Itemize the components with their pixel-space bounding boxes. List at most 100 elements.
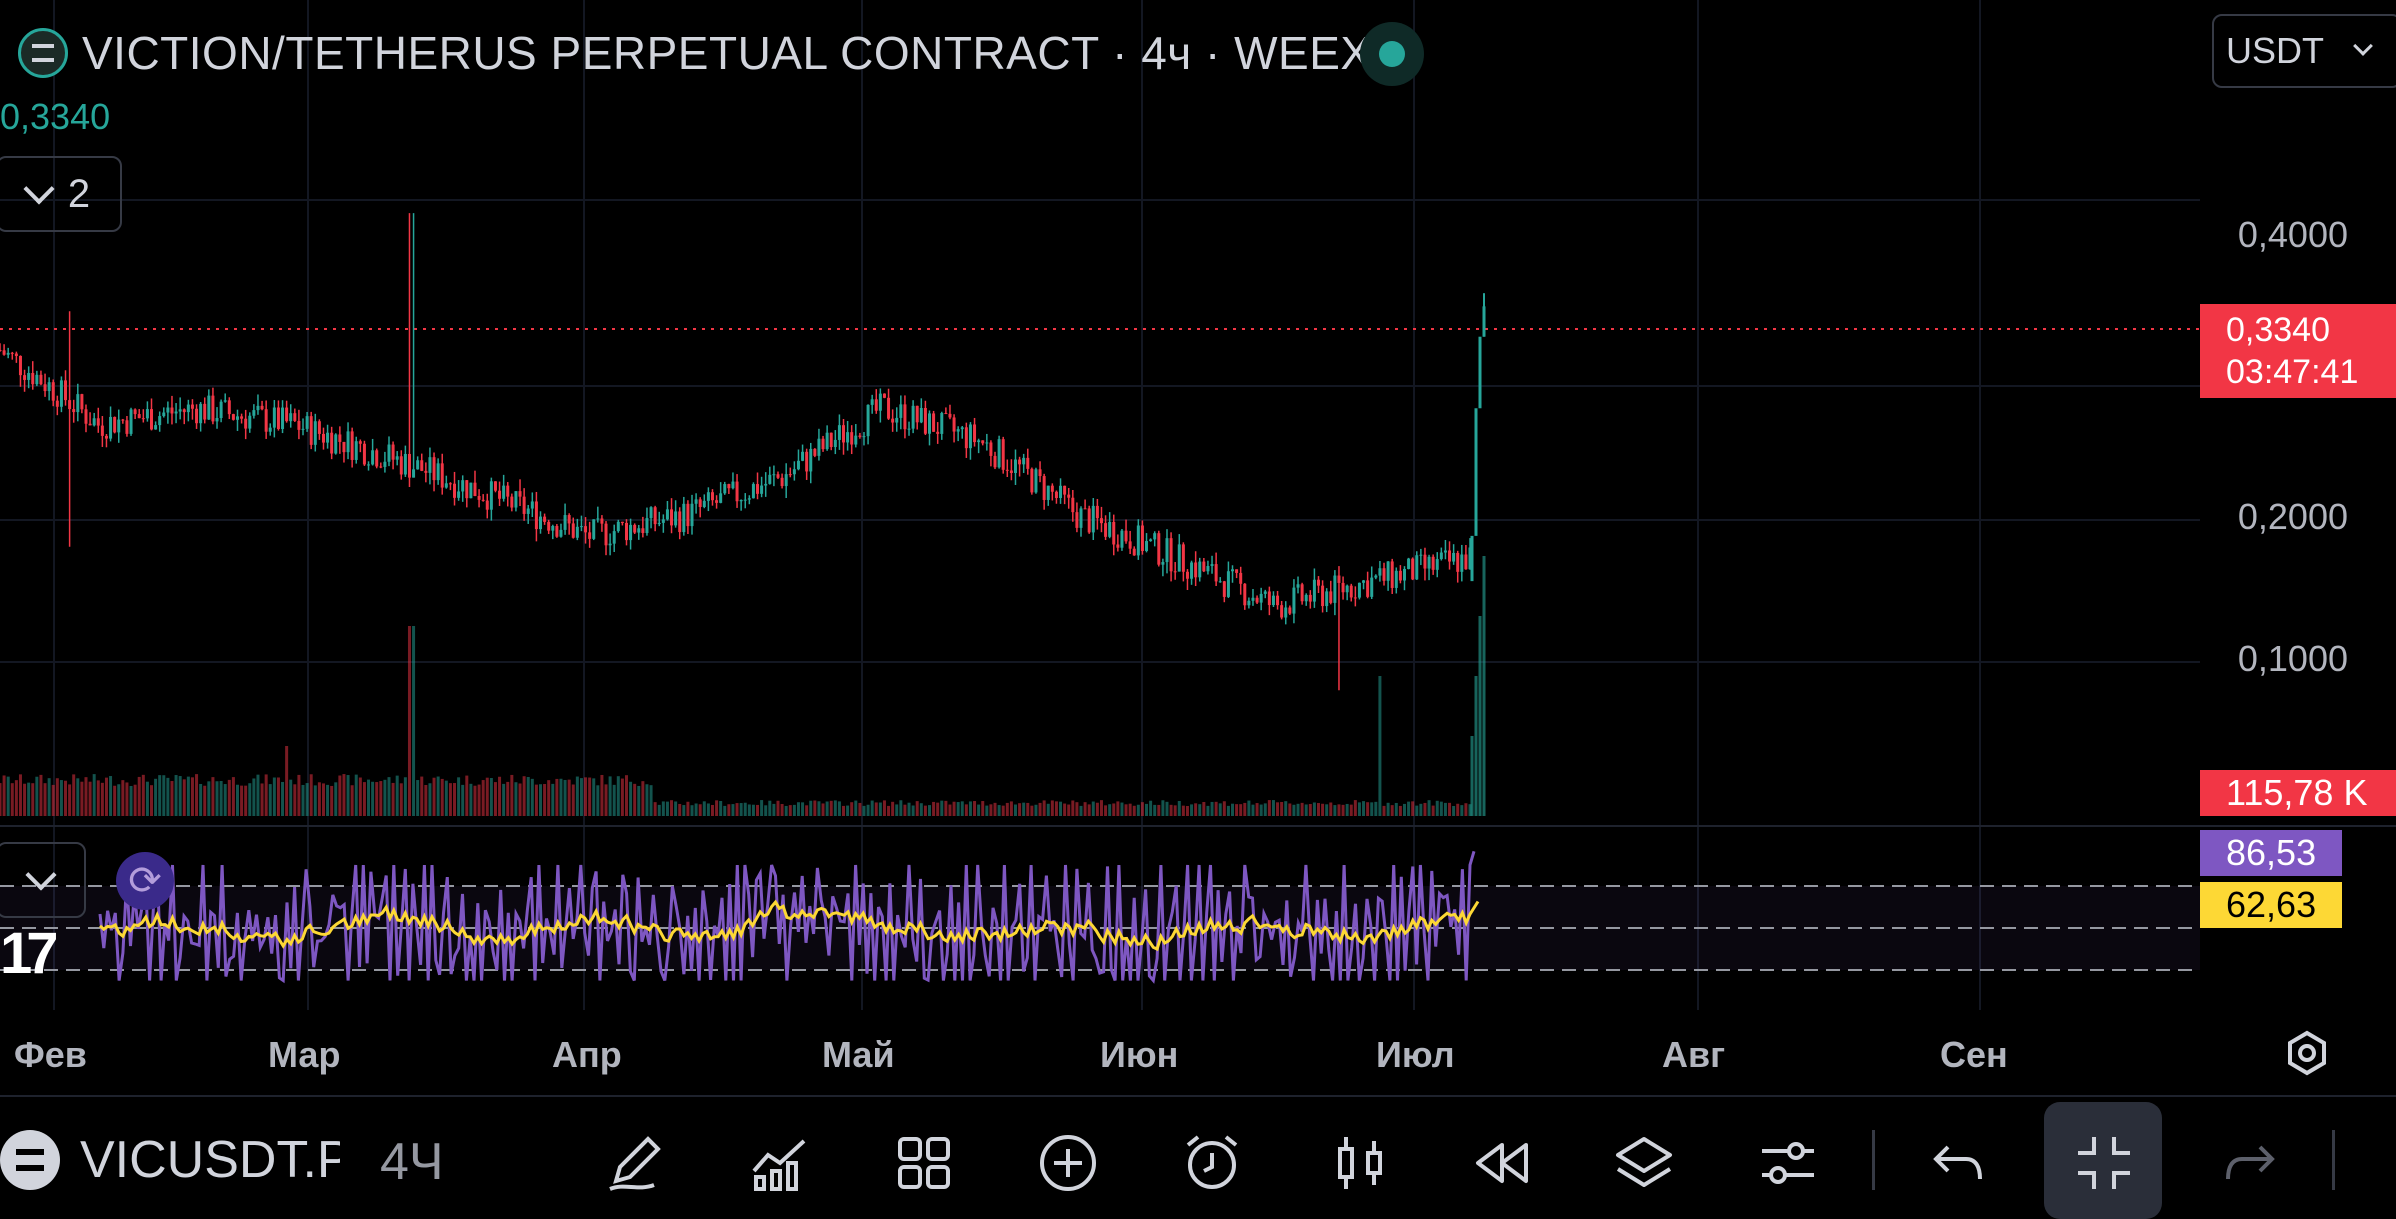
- volume-bar: [35, 776, 39, 816]
- settings-gear-icon[interactable]: [2284, 1030, 2330, 1076]
- candle: [1456, 552, 1460, 572]
- candle: [1083, 508, 1087, 510]
- refresh-icon[interactable]: ⟳: [116, 852, 174, 910]
- undo-button[interactable]: [1926, 1124, 1990, 1202]
- indicator-count: 2: [67, 171, 91, 216]
- volume-bar: [596, 785, 600, 816]
- candle: [407, 453, 411, 478]
- candle: [936, 431, 940, 434]
- volume-bar: [461, 784, 465, 816]
- candle: [23, 375, 27, 380]
- volume-bar: [551, 783, 555, 816]
- alert-button[interactable]: [1180, 1124, 1244, 1202]
- live-status-icon[interactable]: [1360, 22, 1424, 86]
- volume-bar: [326, 784, 330, 816]
- rsi-collapse-button[interactable]: [0, 842, 86, 918]
- currency-select[interactable]: USDT: [2212, 14, 2396, 88]
- volume-bar: [1288, 803, 1292, 816]
- volume-bar: [477, 784, 481, 816]
- volume-bar: [96, 780, 100, 816]
- candle: [956, 429, 960, 432]
- symbol-button[interactable]: VICUSDT.P: [0, 1130, 340, 1190]
- candle: [539, 516, 543, 530]
- candle: [141, 418, 145, 420]
- candle: [1378, 568, 1382, 576]
- candle: [1042, 476, 1046, 500]
- indicators-button[interactable]: [748, 1124, 812, 1202]
- volume-bar: [1321, 803, 1325, 816]
- volume-bar: [1009, 801, 1013, 816]
- candle: [72, 409, 76, 413]
- candle: [1398, 570, 1402, 581]
- candle: [579, 526, 583, 528]
- volume-bar: [1362, 801, 1366, 816]
- candle: [313, 421, 317, 445]
- rsi-ma-value-tag: 62,63: [2200, 882, 2342, 928]
- candle: [121, 419, 125, 421]
- redo-button[interactable]: [2218, 1124, 2282, 1202]
- volume-bar: [432, 777, 436, 816]
- volume-bar: [600, 774, 604, 816]
- volume-bar: [407, 626, 411, 816]
- layers-button[interactable]: [1612, 1124, 1676, 1202]
- candle: [1132, 548, 1136, 556]
- indicators-collapse-button[interactable]: 2: [0, 156, 122, 232]
- candle: [657, 522, 661, 525]
- volume-bar: [436, 776, 440, 816]
- replay-button[interactable]: [1470, 1124, 1534, 1202]
- volume-bar: [784, 805, 788, 816]
- volume-bar: [182, 779, 186, 816]
- candle: [751, 484, 755, 499]
- volume-bar: [367, 779, 371, 816]
- exit-fullscreen-button[interactable]: [2044, 1102, 2162, 1219]
- chart-type-button[interactable]: [1328, 1124, 1392, 1202]
- pencil-icon: [609, 1136, 661, 1191]
- volume-bar: [1382, 805, 1386, 816]
- candle: [240, 416, 244, 419]
- candle: [178, 409, 182, 412]
- candle: [620, 521, 624, 523]
- price-axis-label: 0,1000: [2237, 638, 2348, 679]
- candle: [612, 531, 616, 544]
- candle: [993, 455, 997, 468]
- candle: [534, 501, 538, 530]
- candle: [64, 380, 68, 401]
- candle: [825, 432, 829, 450]
- candle: [436, 463, 440, 481]
- add-button[interactable]: [1036, 1124, 1100, 1202]
- interval-button[interactable]: 4Ч: [380, 1133, 444, 1191]
- volume-bar: [203, 785, 207, 816]
- candle: [874, 399, 878, 411]
- volume-bar: [260, 783, 264, 816]
- candle: [1308, 594, 1312, 602]
- volume-bar: [862, 805, 866, 816]
- volume-bar: [195, 774, 199, 816]
- volume-bar: [252, 778, 256, 816]
- volume-bar: [956, 802, 960, 816]
- candle: [309, 416, 313, 445]
- volume-bar: [584, 777, 588, 816]
- volume-bar: [457, 777, 461, 816]
- volume-bar: [1448, 802, 1452, 816]
- volume-bar: [1423, 802, 1427, 816]
- candle: [706, 492, 710, 501]
- volume-bar: [968, 801, 972, 816]
- exit-fullscreen-icon-wrap[interactable]: [2072, 1124, 2136, 1202]
- volume-bar: [264, 774, 268, 816]
- candle: [1231, 569, 1235, 572]
- candle: [715, 500, 719, 503]
- volume-bar: [616, 776, 620, 816]
- volume-bar: [1034, 804, 1038, 816]
- layout-grid-button[interactable]: [892, 1124, 956, 1202]
- volume-bar: [710, 804, 714, 816]
- settings-button[interactable]: [1756, 1124, 1820, 1202]
- volume-bar: [1059, 801, 1063, 816]
- drawing-tool-button[interactable]: [604, 1124, 668, 1202]
- candle: [260, 405, 264, 410]
- volume-bar: [1226, 805, 1230, 816]
- volume-bar: [661, 801, 665, 816]
- candle: [997, 439, 1001, 468]
- candle: [395, 456, 399, 460]
- candle: [166, 407, 170, 413]
